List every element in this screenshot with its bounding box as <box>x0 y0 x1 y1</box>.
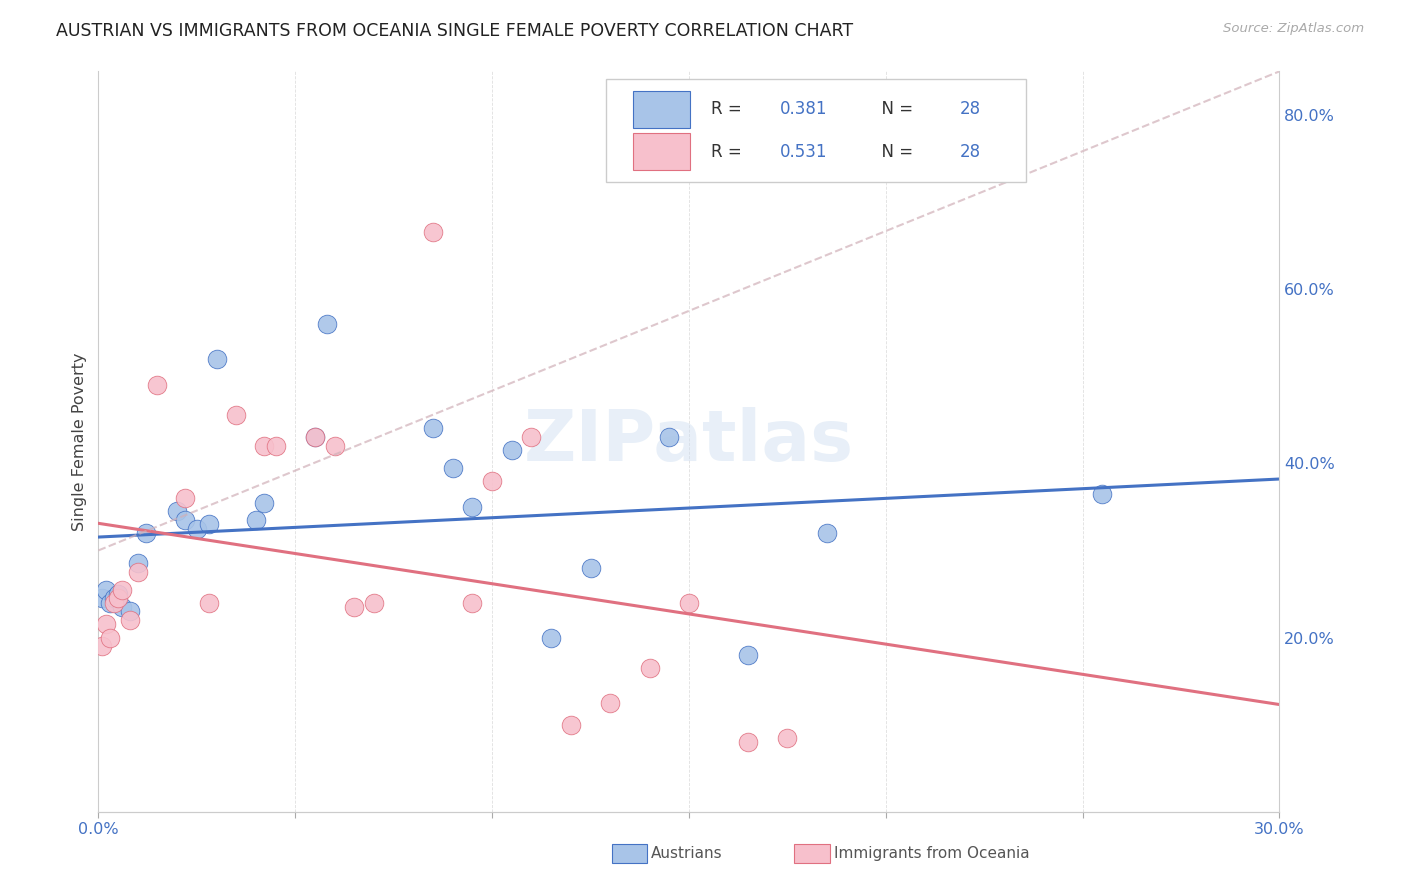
Point <box>107 587 129 601</box>
Point <box>111 582 134 597</box>
Point <box>737 648 759 662</box>
Point <box>111 600 134 615</box>
Point <box>245 513 267 527</box>
Point <box>658 430 681 444</box>
Text: N =: N = <box>870 143 918 161</box>
Point <box>197 596 219 610</box>
FancyBboxPatch shape <box>634 91 690 128</box>
Point <box>253 439 276 453</box>
Point <box>127 565 149 579</box>
Point <box>197 517 219 532</box>
Text: 28: 28 <box>959 101 980 119</box>
Text: R =: R = <box>711 101 748 119</box>
Point <box>481 474 503 488</box>
Point <box>304 430 326 444</box>
Y-axis label: Single Female Poverty: Single Female Poverty <box>72 352 87 531</box>
Point <box>127 557 149 571</box>
Point <box>96 582 118 597</box>
Point <box>1091 487 1114 501</box>
Point <box>98 631 121 645</box>
Point <box>579 561 602 575</box>
Point <box>253 495 276 509</box>
Text: AUSTRIAN VS IMMIGRANTS FROM OCEANIA SINGLE FEMALE POVERTY CORRELATION CHART: AUSTRIAN VS IMMIGRANTS FROM OCEANIA SING… <box>56 22 853 40</box>
Point <box>225 409 247 423</box>
Text: 28: 28 <box>959 143 980 161</box>
Text: N =: N = <box>870 101 918 119</box>
Point <box>461 500 484 514</box>
Point <box>815 526 838 541</box>
Point <box>264 439 287 453</box>
Point <box>343 600 366 615</box>
Point <box>540 631 562 645</box>
Point <box>638 661 661 675</box>
Point <box>135 526 157 541</box>
Point <box>441 460 464 475</box>
Text: 0.381: 0.381 <box>780 101 827 119</box>
Point <box>678 596 700 610</box>
Point <box>118 613 141 627</box>
Point <box>323 439 346 453</box>
Point <box>599 696 621 710</box>
Point <box>186 522 208 536</box>
Point <box>776 731 799 745</box>
Point <box>107 591 129 606</box>
FancyBboxPatch shape <box>634 133 690 170</box>
Point <box>501 443 523 458</box>
Point <box>103 591 125 606</box>
Point <box>96 617 118 632</box>
Point <box>304 430 326 444</box>
Point <box>461 596 484 610</box>
Point <box>98 596 121 610</box>
Point <box>520 430 543 444</box>
Point <box>422 421 444 435</box>
Text: R =: R = <box>711 143 748 161</box>
Point <box>560 717 582 731</box>
Text: ZIPatlas: ZIPatlas <box>524 407 853 476</box>
Point <box>737 735 759 749</box>
FancyBboxPatch shape <box>606 78 1025 183</box>
Point <box>91 591 114 606</box>
Point <box>166 504 188 518</box>
Text: Austrians: Austrians <box>651 847 723 861</box>
Point <box>174 491 197 505</box>
Point <box>174 513 197 527</box>
Text: Source: ZipAtlas.com: Source: ZipAtlas.com <box>1223 22 1364 36</box>
Point <box>315 317 337 331</box>
Text: 0.531: 0.531 <box>780 143 827 161</box>
Point <box>118 604 141 618</box>
Text: Immigrants from Oceania: Immigrants from Oceania <box>834 847 1029 861</box>
Point <box>422 226 444 240</box>
Point <box>205 351 228 366</box>
Point <box>103 596 125 610</box>
Point <box>146 378 169 392</box>
Point <box>363 596 385 610</box>
Point <box>91 639 114 653</box>
